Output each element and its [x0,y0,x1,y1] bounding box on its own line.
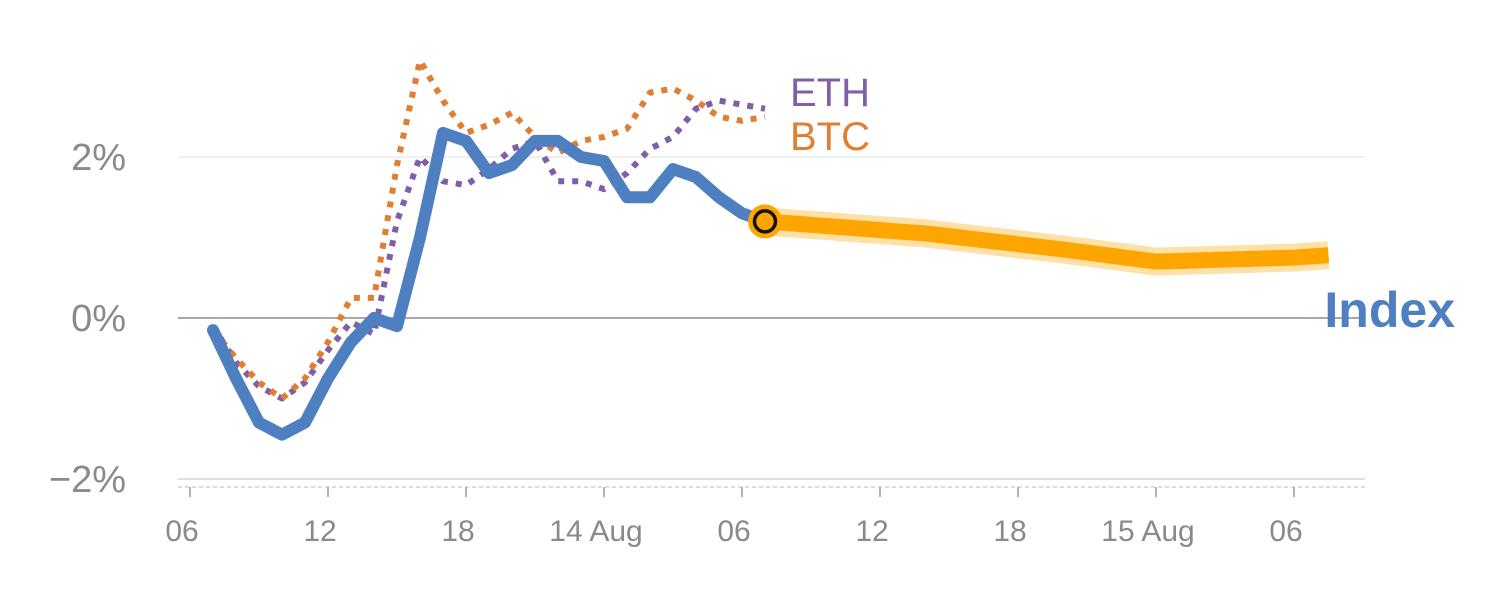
current-point-ring [752,209,778,234]
forecast-line [748,204,1330,276]
y-axis: 2% 0% −2% [49,137,126,501]
series-label-eth: ETH [790,71,870,115]
grid-lines [178,156,1365,480]
y-tick-label: 2% [71,137,126,179]
series-line-index [207,126,771,441]
x-tick-label: 14 Aug [549,515,642,548]
series-line-eth [210,97,766,402]
series-line-btc [210,57,766,402]
series-label-btc: BTC [790,115,870,159]
y-tick-label: −2% [49,459,126,501]
series-lines [207,57,771,441]
x-tick-label: 06 [165,515,198,548]
x-tick-label: 06 [717,515,750,548]
x-tick-label: 15 Aug [1101,515,1194,548]
x-tick-label: 18 [441,515,474,548]
y-tick-label: 0% [71,298,126,340]
x-axis: 06 12 18 14 Aug 06 12 18 15 Aug 06 [165,486,1365,548]
x-tick-label: 18 [993,515,1026,548]
x-tick-label: 12 [303,515,336,548]
x-tick-label: 12 [855,515,888,548]
x-tick-label: 06 [1269,515,1302,548]
forecast-line [764,213,1330,270]
series-label-index: Index [1324,282,1455,338]
